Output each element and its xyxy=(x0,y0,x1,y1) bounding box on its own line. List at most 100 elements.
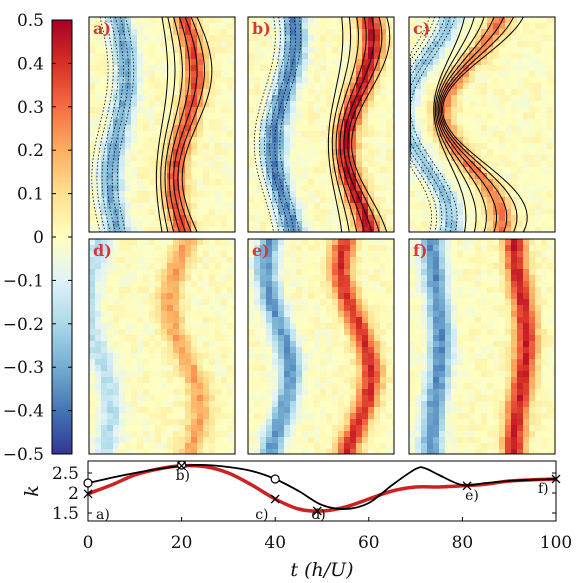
heatmap-cell xyxy=(409,137,416,144)
heatmap-cell xyxy=(209,341,216,348)
heatmap-cell xyxy=(113,353,120,360)
heatmap-cell xyxy=(185,245,192,252)
heatmap-cell xyxy=(326,35,333,42)
heatmap-cell xyxy=(463,185,470,192)
heatmap-cell xyxy=(215,53,222,60)
heatmap-cell xyxy=(445,197,452,204)
heatmap-cell xyxy=(386,185,393,192)
heatmap-cell xyxy=(475,161,482,168)
heatmap-cell xyxy=(362,263,369,270)
heatmap-cell xyxy=(547,197,554,204)
heatmap-cell xyxy=(248,329,255,336)
heatmap-cell xyxy=(445,173,452,180)
heatmap-cell xyxy=(185,107,192,114)
heatmap-cell xyxy=(511,53,518,60)
heatmap-cell xyxy=(95,281,102,288)
heatmap-cell xyxy=(95,251,102,258)
heatmap-cell xyxy=(541,179,548,186)
heatmap-cell xyxy=(362,353,369,360)
heatmap-cell xyxy=(344,53,351,60)
heatmap-cell xyxy=(553,281,556,288)
streamline-dotted xyxy=(410,16,458,233)
heatmap-cell xyxy=(314,257,321,264)
heatmap-cell xyxy=(392,239,395,246)
heatmap-cell xyxy=(125,413,132,420)
heatmap-cell xyxy=(451,101,458,108)
heatmap-cell xyxy=(481,17,488,24)
heatmap-cell xyxy=(296,347,303,354)
heatmap-cell xyxy=(113,323,120,330)
heatmap-cell xyxy=(209,353,216,360)
heatmap-cell xyxy=(326,437,333,444)
heatmap-cell xyxy=(95,47,102,54)
heatmap-cell xyxy=(284,299,291,306)
heatmap-cell xyxy=(541,59,548,66)
heatmap-cell xyxy=(356,449,363,455)
heatmap-cell xyxy=(89,347,96,354)
heatmap-cell xyxy=(332,395,339,402)
heatmap-cell xyxy=(203,23,210,30)
heatmap-cell xyxy=(95,227,102,233)
heatmap-cell xyxy=(284,353,291,360)
heatmap-cell xyxy=(386,389,393,396)
heatmap-cell xyxy=(278,431,285,438)
heatmap-cell xyxy=(173,371,180,378)
heatmap-cell xyxy=(209,251,216,258)
heatmap-cell xyxy=(451,131,458,138)
heatmap-cell xyxy=(119,185,126,192)
heatmap-cell xyxy=(209,443,216,450)
heatmap-cell xyxy=(107,23,114,30)
heatmap-cell xyxy=(107,239,114,246)
heatmap-cell xyxy=(260,299,267,306)
heatmap-cell xyxy=(203,143,210,150)
heatmap-cell xyxy=(326,245,333,252)
heatmap-cell xyxy=(155,311,162,318)
heatmap-cell xyxy=(227,437,234,444)
heatmap-cell xyxy=(356,269,363,276)
heatmap-cell xyxy=(107,77,114,84)
heatmap-cell xyxy=(167,59,174,66)
heatmap-cell xyxy=(137,137,144,144)
heatmap-cell xyxy=(296,203,303,210)
heatmap-cell xyxy=(469,293,476,300)
heatmap-cell xyxy=(409,185,416,192)
heatmap-cell xyxy=(529,161,536,168)
heatmap-cell xyxy=(173,299,180,306)
heatmap-cell xyxy=(179,293,186,300)
heatmap-cell xyxy=(535,323,542,330)
heatmap-cell xyxy=(233,389,236,396)
heatmap-cell xyxy=(278,407,285,414)
heatmap-cell xyxy=(350,443,357,450)
heatmap-cell xyxy=(314,143,321,150)
heatmap-cell xyxy=(320,353,327,360)
heatmap-cell xyxy=(505,17,512,24)
heatmap-cell xyxy=(409,149,416,156)
heatmap-cell xyxy=(149,377,156,384)
heatmap-cell xyxy=(161,371,168,378)
heatmap-cell xyxy=(362,41,369,48)
heatmap-cell xyxy=(290,101,297,108)
heatmap-cell xyxy=(451,245,458,252)
heatmap-cell xyxy=(368,173,375,180)
heatmap-cell xyxy=(233,449,236,455)
heatmap-cell xyxy=(326,323,333,330)
heatmap-cell xyxy=(185,65,192,72)
heatmap-cell xyxy=(517,107,524,114)
heatmap-cell xyxy=(197,179,204,186)
heatmap-cell xyxy=(445,269,452,276)
heatmap-cell xyxy=(368,179,375,186)
heatmap-cell xyxy=(272,269,279,276)
heatmap-cell xyxy=(125,263,132,270)
heatmap-cell xyxy=(284,35,291,42)
heatmap-cell xyxy=(439,107,446,114)
heatmap-cell xyxy=(101,401,108,408)
heatmap-cell xyxy=(457,173,464,180)
heatmap-cell xyxy=(350,401,357,408)
heatmap-cell xyxy=(350,89,357,96)
heatmap-cell xyxy=(320,323,327,330)
heatmap-cell xyxy=(248,377,255,384)
heatmap-cell xyxy=(209,131,216,138)
heatmap-cell xyxy=(173,17,180,24)
heatmap-cell xyxy=(284,101,291,108)
heatmap-cell xyxy=(215,437,222,444)
